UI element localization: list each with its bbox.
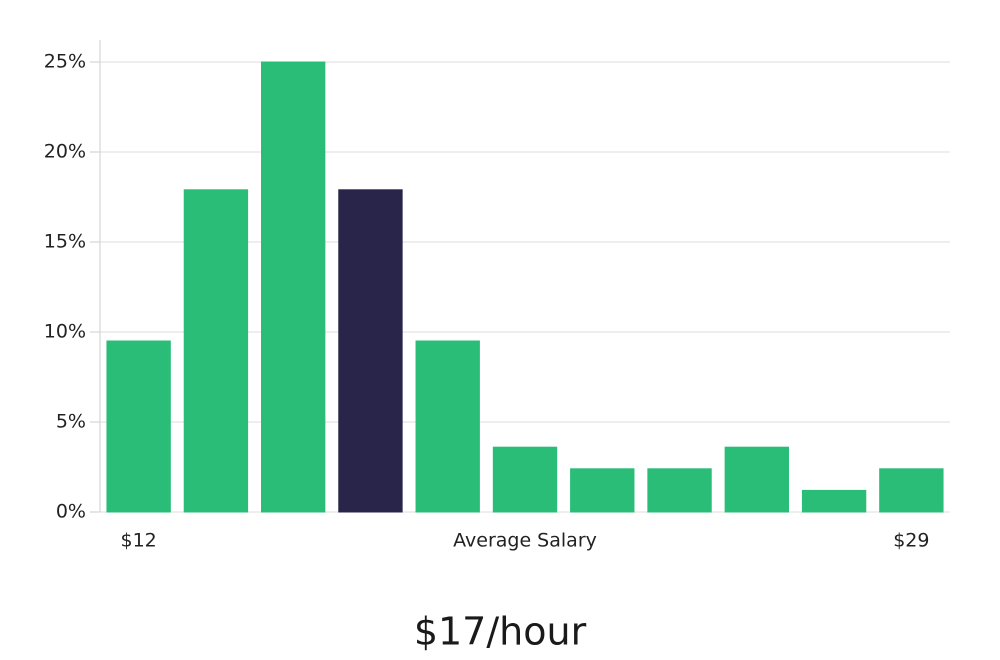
bar (415, 340, 480, 513)
bar (801, 489, 867, 513)
bar (261, 61, 326, 513)
bar (492, 446, 558, 513)
y-tick-label: 0% (56, 501, 86, 523)
bar (106, 340, 171, 513)
bar (647, 468, 712, 513)
y-tick-label: 15% (44, 231, 86, 253)
x-tick-label: Average Salary (453, 530, 597, 552)
chart-subtitle: $17/hour (414, 610, 587, 654)
bar (879, 468, 944, 513)
y-tick-label: 20% (44, 141, 86, 163)
bar (338, 189, 403, 513)
bar (183, 189, 249, 513)
bar (570, 468, 635, 513)
bar (724, 446, 789, 513)
y-tick-label: 25% (44, 51, 86, 73)
y-tick-label: 5% (56, 411, 86, 433)
y-tick-label: 10% (44, 321, 86, 343)
x-tick-label: $29 (893, 530, 929, 552)
x-tick-label: $12 (121, 530, 157, 552)
